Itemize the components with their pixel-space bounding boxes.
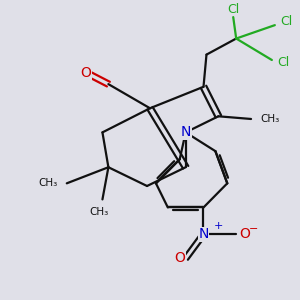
- Text: Cl: Cl: [278, 56, 290, 69]
- Text: N: N: [198, 227, 209, 241]
- Text: Cl: Cl: [280, 15, 293, 28]
- Text: CH₃: CH₃: [260, 114, 279, 124]
- Text: −: −: [249, 224, 259, 234]
- Text: Cl: Cl: [227, 3, 239, 16]
- Text: +: +: [214, 221, 223, 231]
- Text: N: N: [181, 125, 191, 140]
- Text: CH₃: CH₃: [39, 178, 58, 188]
- Text: O: O: [81, 66, 92, 80]
- Text: O: O: [174, 251, 185, 266]
- Text: O: O: [240, 227, 250, 241]
- Text: CH₃: CH₃: [90, 208, 109, 218]
